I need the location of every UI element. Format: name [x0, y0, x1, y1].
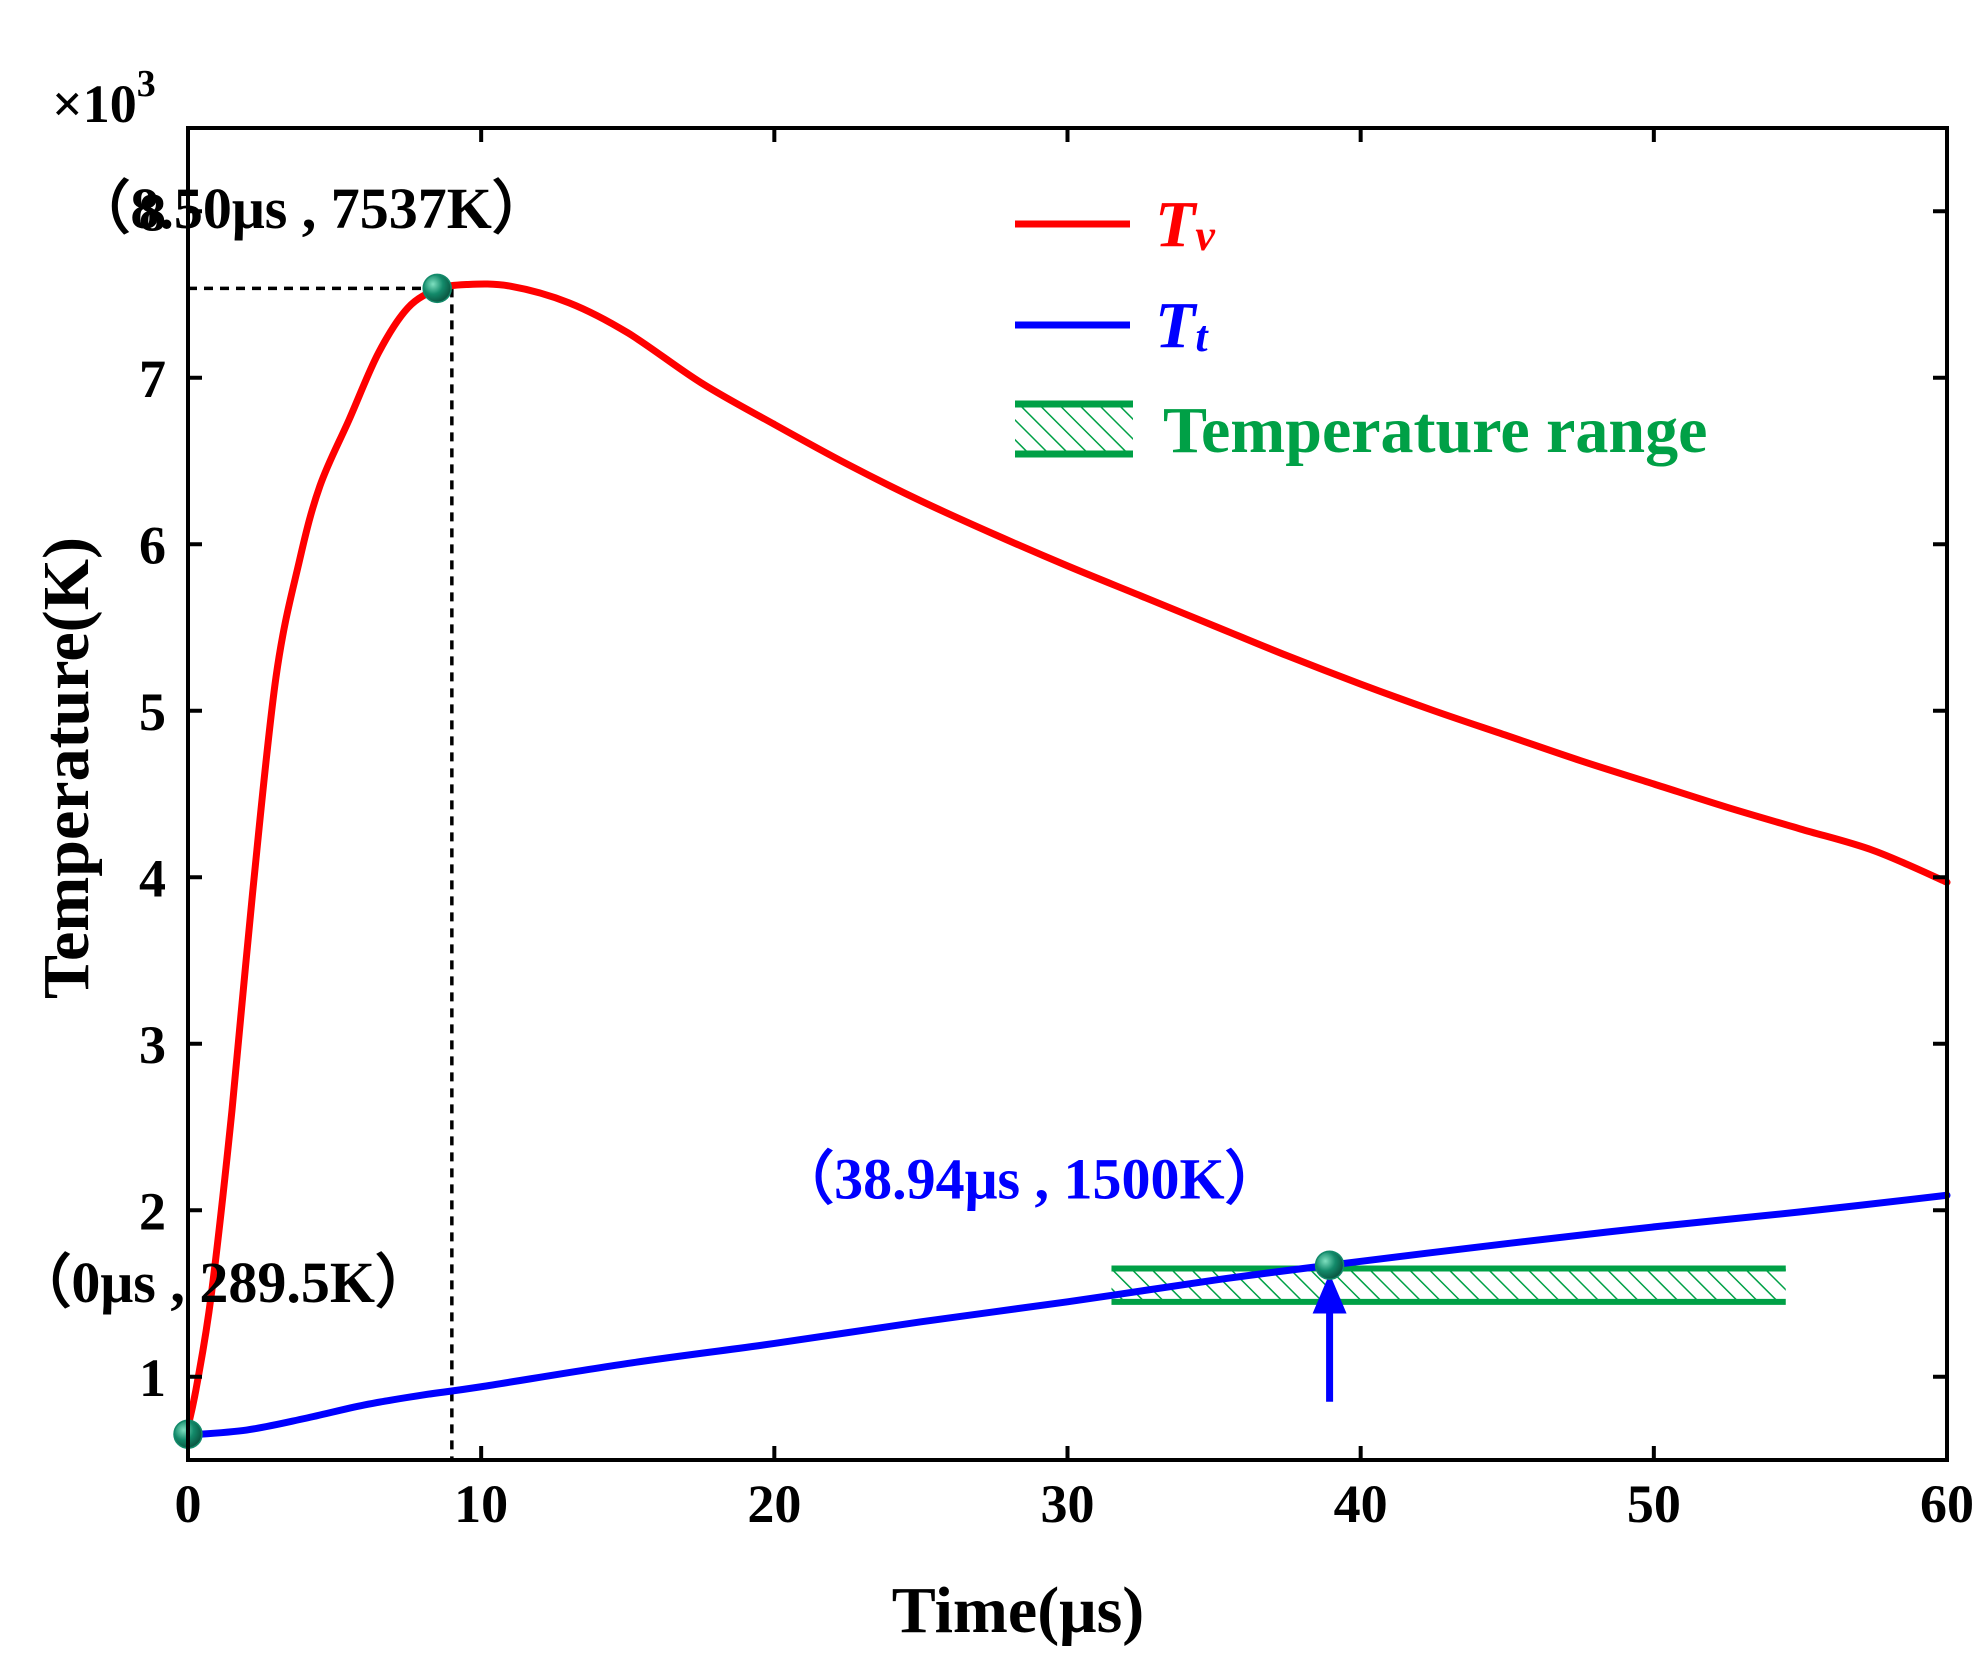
- data-annotation-3: （38.94μs , 1500K）: [776, 1147, 1283, 1212]
- x-tick-label: 20: [747, 1474, 801, 1534]
- legend-subscript-tt: t: [1195, 312, 1209, 361]
- arrow-layer: [1312, 1273, 1347, 1402]
- x-tick-label: 0: [175, 1474, 202, 1534]
- axes-layer: 0 10 20 30 40 50 60 1 2 3 4 5 6 7 8: [139, 126, 1974, 1534]
- temperature-range-band: [1111, 1268, 1786, 1302]
- y-tick-label: 5: [139, 682, 166, 742]
- x-tick-label: 60: [1920, 1474, 1974, 1534]
- temperature-range-layer: [1111, 1265, 1786, 1305]
- plot-area: [188, 128, 1947, 1460]
- data-marker-3: [1314, 1250, 1345, 1280]
- x-tick-label: 50: [1627, 1474, 1681, 1534]
- y-tick-label: 8: [139, 182, 166, 242]
- legend-label-tv: Tv: [1155, 188, 1215, 261]
- annotation-layer: （8.50μs , 7537K） （0μs , 289.5K） （38.94μs ,…: [13, 176, 1282, 1315]
- y-tick-label: 4: [139, 848, 166, 908]
- data-annotation-2: （0μs , 289.5K）: [13, 1250, 433, 1315]
- y-tick-label: 7: [139, 349, 166, 409]
- legend-subscript-tv: v: [1195, 211, 1215, 260]
- y-multiplier: ×103: [52, 63, 156, 134]
- x-tick-label: 30: [1041, 1474, 1095, 1534]
- series-line-tv: [184, 280, 1951, 1431]
- legend-symbol-tt: T: [1155, 289, 1198, 362]
- y-tick-label: 3: [139, 1015, 166, 1075]
- plot-background: [188, 128, 1947, 1460]
- legend-symbol-tv: T: [1155, 188, 1198, 261]
- data-marker-1: [422, 273, 452, 304]
- x-tick-label: 40: [1334, 1474, 1388, 1534]
- legend: Tv Tt Temperature range: [1015, 188, 1707, 467]
- x-tick-label: 10: [454, 1474, 508, 1534]
- y-tick-label: 2: [139, 1181, 166, 1241]
- y-tick-label: 1: [139, 1348, 166, 1408]
- guide-lines-layer: [188, 286, 454, 1460]
- legend-swatch-temperature-range: [1015, 400, 1133, 458]
- x-axis-title: Time(μs): [892, 1574, 1145, 1647]
- y-multiplier-exponent: 3: [137, 63, 156, 105]
- data-annotation-1: （8.50μs , 7537K）: [72, 176, 550, 241]
- legend-label-tt: Tt: [1155, 289, 1209, 362]
- y-axis-title: Temperature(K): [30, 537, 103, 999]
- y-tick-label: 6: [139, 515, 166, 575]
- series-layer: [184, 280, 1951, 1439]
- arrow-head: [1312, 1273, 1347, 1314]
- legend-label-temperature-range: Temperature range: [1163, 394, 1707, 467]
- series-line-tt: [184, 1191, 1951, 1439]
- y-multiplier-base: ×10: [52, 74, 137, 134]
